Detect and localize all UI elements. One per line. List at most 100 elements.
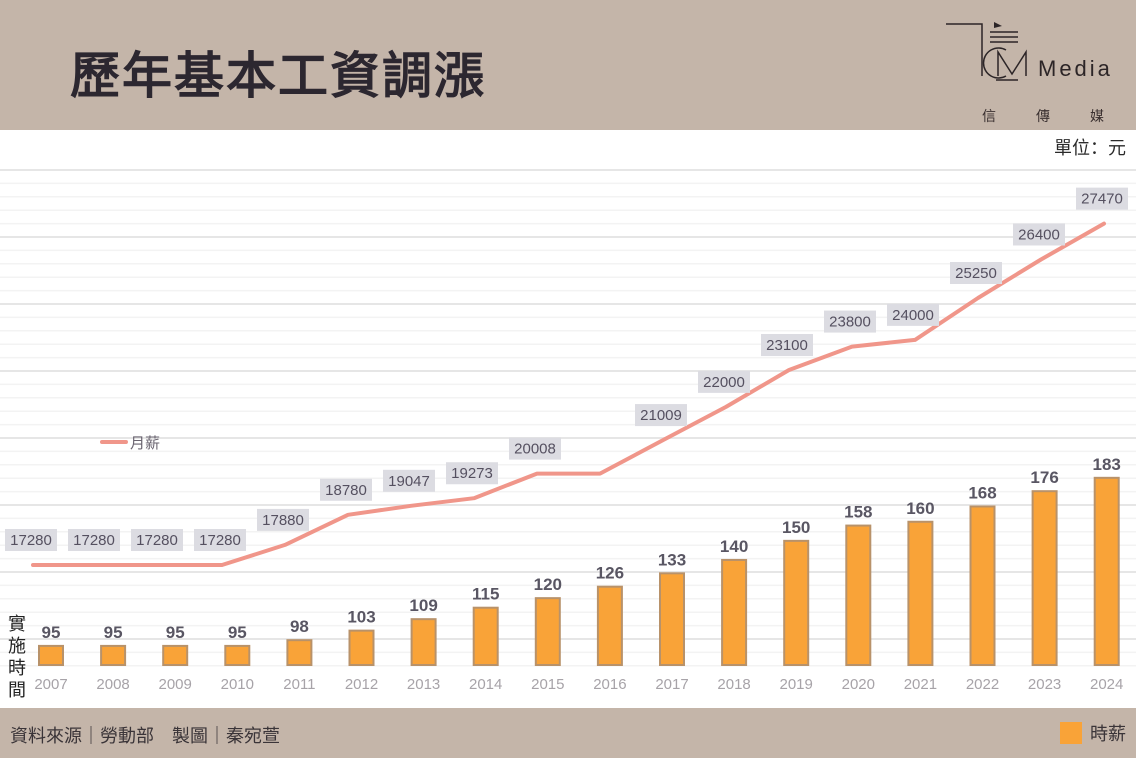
legend-bar-swatch — [1060, 722, 1082, 744]
bar-2007 — [38, 644, 64, 667]
line-label-text: 25250 — [955, 265, 997, 282]
bar-2010 — [224, 644, 251, 667]
line-label-text: 19273 — [451, 465, 493, 482]
bar-label-2020: 158 — [844, 503, 872, 522]
bar-2012 — [348, 629, 375, 666]
line-label-2024: 27470 — [1076, 187, 1128, 210]
line-label-bg — [131, 529, 183, 551]
line-label-2008: 17280 — [68, 529, 120, 551]
x-tick-2023: 2023 — [1028, 676, 1061, 693]
bar-label-2011: 98 — [290, 617, 309, 636]
line-label-2007: 17280 — [5, 529, 57, 551]
x-tick-2015: 2015 — [531, 676, 564, 693]
line-label-text: 22000 — [703, 374, 745, 391]
bar-2008 — [100, 644, 127, 667]
line-label-2022: 25250 — [950, 262, 1002, 285]
x-tick-2021: 2021 — [904, 676, 937, 693]
x-tick-2017: 2017 — [655, 676, 688, 693]
x-tick-2013: 2013 — [407, 676, 440, 693]
x-axis-title: 實施時間 — [8, 614, 26, 701]
line-label-2014: 19273 — [446, 462, 498, 485]
line-label-bg — [887, 303, 939, 326]
bar-label-2018: 140 — [720, 537, 748, 556]
bar-2020 — [845, 524, 872, 666]
line-label-text: 17280 — [73, 532, 115, 549]
line-label-bg — [320, 478, 372, 501]
logo-mark-icon: Media — [946, 22, 1113, 81]
page-title: 歷年基本工資調漲 — [70, 47, 486, 105]
line-label-bg — [68, 529, 120, 551]
bar-label-2008: 95 — [104, 623, 123, 642]
x-tick-2020: 2020 — [842, 676, 875, 693]
bar-label-2016: 126 — [596, 564, 624, 583]
media-logo: Media 信 傳 媒 — [940, 18, 1120, 125]
source-credit: 資料來源｜勞動部 製圖｜秦宛萱 — [10, 726, 280, 747]
combo-chart: 95 95 95 95 98 103 109 115 120 126 133 140 150 158 160… — [0, 169, 1136, 693]
bar-2013 — [410, 618, 437, 667]
line-label-text: 21009 — [640, 407, 682, 424]
x-tick-2022: 2022 — [966, 676, 999, 693]
bar-2017 — [659, 572, 685, 667]
x-tick-2016: 2016 — [593, 676, 626, 693]
line-label-bg — [5, 529, 57, 551]
bar-2015 — [534, 597, 561, 666]
line-label-bg — [950, 262, 1002, 285]
line-label-2018: 22000 — [698, 370, 750, 393]
bar-label-2021: 160 — [906, 499, 934, 518]
line-label-bg — [509, 437, 561, 460]
line-series — [31, 221, 1106, 567]
header: 歷年基本工資調漲 Media 信 傳 媒 — [0, 0, 1136, 130]
line-label-2017: 21009 — [635, 404, 687, 427]
bar-label-2019: 150 — [782, 518, 810, 537]
line-label-2011: 17880 — [257, 508, 309, 531]
logo-text: Media — [1038, 56, 1113, 81]
line-label-text: 27470 — [1081, 191, 1123, 208]
bar-2022 — [969, 505, 996, 666]
gridlines — [0, 169, 1136, 667]
bar-label-2010: 95 — [228, 623, 247, 642]
line-label-bg — [194, 529, 246, 551]
bar-label-2012: 103 — [347, 608, 375, 627]
x-tick-2009: 2009 — [159, 676, 192, 693]
line-label-2010: 17280 — [194, 529, 246, 551]
x-tick-labels: 2007 2008 2009 2010 2011 2012 2013 2014 2015 2016… — [34, 676, 1123, 693]
x-tick-2014: 2014 — [469, 676, 502, 693]
line-label-text: 17280 — [199, 532, 241, 549]
bar-label-2024: 183 — [1093, 455, 1121, 474]
legend-monthly-label: 月薪 — [130, 435, 160, 452]
legend-hourly: 時薪 — [1060, 720, 1126, 746]
line-label-text: 23800 — [829, 314, 871, 331]
line-label-bg — [383, 469, 435, 492]
logo-sub-1: 信 — [982, 109, 996, 125]
x-tick-2019: 2019 — [780, 676, 813, 693]
bar-2019 — [783, 539, 810, 667]
line-label-text: 23100 — [766, 337, 808, 354]
footer: 資料來源｜勞動部 製圖｜秦宛萱 時薪 — [0, 708, 1136, 758]
bar-label-2007: 95 — [42, 623, 61, 642]
line-label-2019: 23100 — [761, 334, 813, 357]
bar-label-2014: 115 — [472, 585, 499, 604]
bar-label-2017: 133 — [658, 550, 686, 569]
line-label-bg — [761, 334, 813, 357]
line-label-2021: 24000 — [887, 303, 939, 326]
x-tick-2011: 2011 — [283, 676, 315, 693]
bar-label-2023: 176 — [1030, 468, 1058, 487]
line-label-bg — [824, 310, 876, 333]
bar-2014 — [472, 606, 499, 667]
logo-sub-3: 媒 — [1090, 109, 1104, 125]
line-label-2013: 19047 — [383, 469, 435, 492]
line-label-2023: 26400 — [1013, 223, 1065, 246]
x-tick-2008: 2008 — [96, 676, 129, 693]
line-label-bg — [635, 404, 687, 427]
line-label-text: 18780 — [325, 482, 367, 499]
x-tick-2007: 2007 — [34, 676, 67, 693]
line-label-bg — [257, 508, 309, 531]
line-label-bg — [446, 462, 498, 485]
line-label-bg — [1013, 223, 1065, 246]
line-label-text: 24000 — [892, 307, 934, 324]
legend-hourly-label: 時薪 — [1090, 724, 1126, 745]
line-label-text: 17880 — [262, 512, 304, 529]
x-tick-2024: 2024 — [1090, 676, 1123, 693]
line-label-2009: 17280 — [131, 529, 183, 551]
bar-2023 — [1031, 490, 1058, 666]
